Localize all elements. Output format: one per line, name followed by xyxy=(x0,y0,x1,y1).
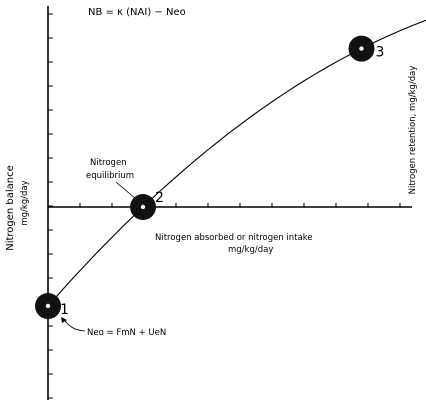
endogenous-pointer xyxy=(63,318,86,332)
x-axis-units: mg/kg/day xyxy=(228,245,273,255)
data-point-center-1 xyxy=(45,303,51,309)
x-axis-label: Nitrogen absorbed or nitrogen intake xyxy=(155,233,313,243)
data-point-label-3: 3 xyxy=(376,45,385,61)
y-axis-units: mg/kg/day xyxy=(20,180,30,225)
endogenous-arrowhead xyxy=(61,317,67,323)
data-point-center-3 xyxy=(359,46,364,51)
data-points: 1 2 3 xyxy=(35,35,385,319)
endogenous-label: Neo = FmN + UeN xyxy=(87,328,166,338)
equilibrium-label-line2: equilibrium xyxy=(86,171,134,181)
right-axis-label: Nitrogen retention, mg/kg/day xyxy=(408,66,418,195)
data-point-label-2: 2 xyxy=(155,190,164,206)
data-point-center-2 xyxy=(140,204,146,210)
chart-title: NB = κ (NAI) − Neo xyxy=(88,7,186,18)
equilibrium-pointer xyxy=(115,181,137,200)
equilibrium-label-line1: Nitrogen xyxy=(90,158,127,168)
y-axis-ticks xyxy=(48,13,53,399)
y-axis-label: Nitrogen balance xyxy=(5,165,16,251)
data-point-label-1: 1 xyxy=(60,302,69,318)
